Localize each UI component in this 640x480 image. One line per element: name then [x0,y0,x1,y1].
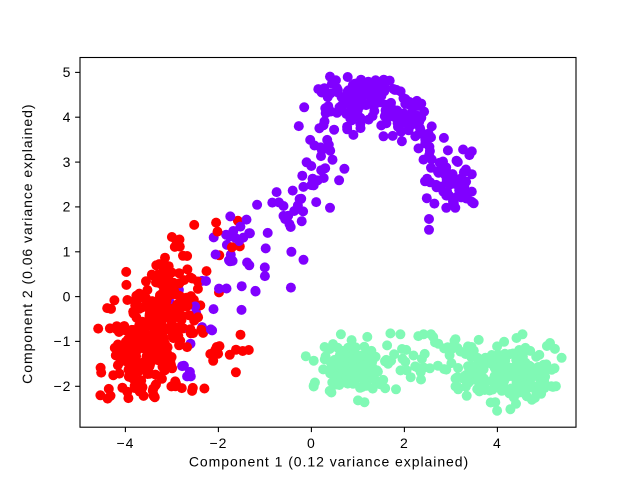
svg-text:2: 2 [400,435,409,451]
svg-text:−2: −2 [54,378,72,394]
svg-text:0: 0 [307,435,316,451]
svg-text:4: 4 [493,435,502,451]
svg-text:3: 3 [63,154,72,170]
svg-text:1: 1 [63,244,72,260]
svg-text:−1: −1 [54,333,72,349]
svg-text:−2: −2 [210,435,228,451]
svg-text:5: 5 [63,64,72,80]
svg-text:0: 0 [63,288,72,304]
svg-text:Component 1 (0.12 variance exp: Component 1 (0.12 variance explained) [189,453,469,469]
svg-text:2: 2 [63,199,72,215]
svg-text:−4: −4 [117,435,135,451]
svg-text:4: 4 [63,109,72,125]
svg-text:Component 2 (0.06 variance exp: Component 2 (0.06 variance explained) [19,104,35,384]
